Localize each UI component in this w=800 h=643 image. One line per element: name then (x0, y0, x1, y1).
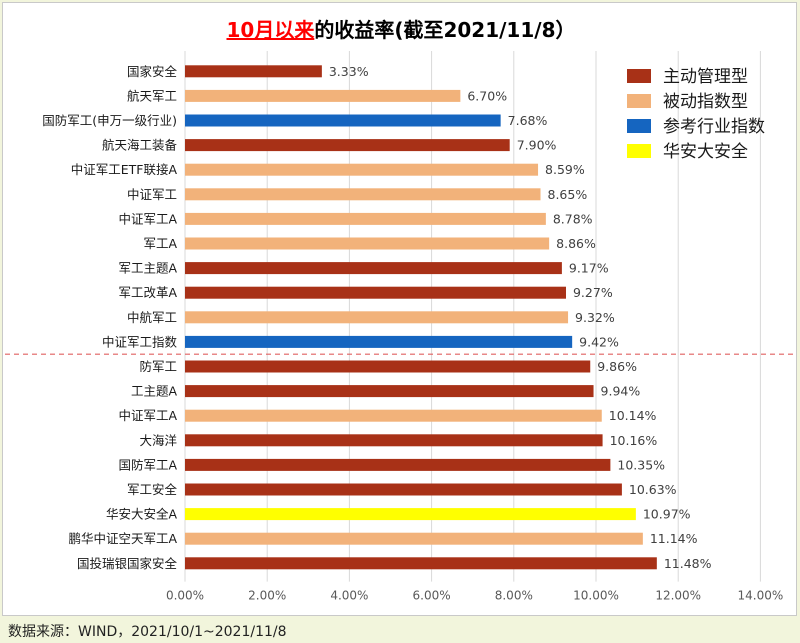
value-label: 11.48% (664, 556, 712, 571)
bar (185, 237, 550, 250)
x-tick-label: 14.00% (738, 589, 784, 603)
value-label: 10.16% (610, 433, 658, 448)
category-label: 中航军工 (127, 310, 177, 325)
category-label: 中证军工 (127, 187, 177, 202)
value-label: 8.78% (553, 211, 593, 226)
category-label: 国家安全 (127, 64, 178, 79)
category-label: 中证军工ETF联接A (71, 162, 178, 177)
category-label: 中证军工指数 (102, 334, 178, 349)
value-label: 10.63% (629, 482, 677, 497)
category-label: 鹏华中证空天军工A (68, 531, 177, 546)
category-label: 军工主题A (118, 261, 177, 276)
bar (185, 114, 501, 127)
value-label: 9.32% (575, 310, 615, 325)
value-label: 7.90% (517, 138, 557, 153)
chart-title-rest: 的收益率(截至2021/11/8） (314, 18, 575, 42)
bar (185, 532, 643, 545)
legend-swatch (627, 144, 651, 158)
value-label: 9.94% (601, 384, 641, 399)
x-tick-label: 2.00% (248, 589, 286, 603)
chart-title-highlight: 10月以来 (226, 18, 315, 42)
category-label: 国投瑞银国家安全 (77, 556, 178, 571)
bar (185, 89, 461, 102)
value-label: 9.27% (573, 285, 613, 300)
bars (185, 65, 657, 570)
value-label: 9.42% (579, 334, 619, 349)
bar (185, 311, 569, 324)
category-label: 国防军工(申万一级行业) (42, 113, 177, 128)
x-tick-label: 10.00% (573, 589, 619, 603)
bar (185, 212, 546, 225)
value-label: 10.14% (609, 408, 657, 423)
value-label: 7.68% (508, 113, 548, 128)
value-label: 10.97% (643, 507, 691, 522)
category-label: 大海洋 (139, 433, 177, 448)
value-label: 9.86% (597, 359, 637, 374)
source-note: 数据来源：WIND，2021/10/1~2021/11/8 (8, 624, 287, 640)
x-axis-ticks: 0.00% 2.00% 4.00% 6.00% 8.00% 10.00% 12.00% 14.… (166, 589, 783, 603)
value-label: 3.33% (329, 64, 369, 79)
value-label: 9.17% (569, 261, 609, 276)
bar (185, 385, 594, 398)
bar (185, 360, 591, 373)
value-label: 6.70% (467, 88, 507, 103)
bar (185, 557, 657, 570)
value-labels: 3.33% 6.70%7.68% 7.90% 8.59% 8.65% 8.78% 8.86%… (329, 64, 712, 571)
chart-title: 10月以来的收益率(截至2021/11/8） (226, 18, 575, 42)
bar (185, 434, 603, 447)
x-tick-label: 12.00% (655, 589, 701, 603)
value-label: 8.59% (545, 162, 585, 177)
category-label: 航天军工 (127, 88, 177, 103)
category-label: 中证军工A (118, 408, 177, 423)
chart-frame: 10月以来的收益率(截至2021/11/8） 国家安全航天军工国防军工(申万一级… (2, 2, 797, 616)
bar (185, 409, 602, 422)
bar (185, 458, 611, 471)
bar (185, 508, 636, 521)
category-label: 华安大安全A (106, 507, 178, 522)
bar-chart: 10月以来的收益率(截至2021/11/8） 国家安全航天军工国防军工(申万一级… (5, 18, 796, 603)
value-label: 8.86% (556, 236, 596, 251)
category-label: 军工A (143, 236, 177, 251)
x-tick-label: 4.00% (330, 589, 368, 603)
legend-label: 参考行业指数 (663, 117, 765, 137)
legend-label: 被动指数型 (663, 92, 748, 112)
category-label: 防军工 (139, 359, 177, 374)
x-tick-label: 0.00% (166, 589, 204, 603)
x-tick-label: 8.00% (495, 589, 533, 603)
legend-label: 主动管理型 (663, 67, 748, 87)
category-label: 中证军工A (118, 211, 177, 226)
legend-swatch (627, 94, 651, 108)
bar (185, 483, 622, 496)
bar (185, 65, 322, 78)
legend-swatch (627, 69, 651, 83)
value-label: 10.35% (617, 457, 665, 472)
bar (185, 163, 539, 176)
category-label: 军工安全 (127, 482, 178, 497)
value-label: 11.14% (650, 531, 698, 546)
bar (185, 188, 541, 201)
category-label: 航天海工装备 (102, 138, 178, 153)
category-label: 工主题A (131, 384, 178, 399)
bar (185, 335, 573, 348)
bar (185, 262, 562, 275)
category-label: 国防军工A (118, 457, 177, 472)
bar (185, 139, 510, 152)
x-tick-label: 6.00% (413, 589, 451, 603)
legend-label: 华安大安全 (663, 142, 748, 162)
category-label: 军工改革A (118, 285, 177, 300)
legend-swatch (627, 119, 651, 133)
bar (185, 286, 566, 299)
value-label: 8.65% (548, 187, 588, 202)
